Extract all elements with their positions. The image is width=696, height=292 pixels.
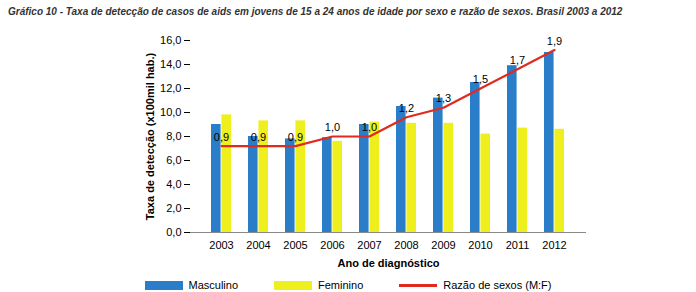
svg-text:12,0: 12,0 (160, 82, 181, 94)
svg-text:2006: 2006 (320, 239, 344, 251)
svg-text:1,2: 1,2 (399, 102, 414, 114)
svg-text:2005: 2005 (283, 239, 307, 251)
svg-text:1,5: 1,5 (473, 73, 488, 85)
svg-text:4,0: 4,0 (166, 178, 181, 190)
svg-text:2011: 2011 (506, 239, 530, 251)
svg-text:0,9: 0,9 (251, 131, 266, 143)
svg-text:2008: 2008 (394, 239, 418, 251)
svg-text:Ano de diagnóstico: Ano de diagnóstico (337, 257, 439, 269)
svg-text:8,0: 8,0 (166, 130, 181, 142)
svg-text:1,3: 1,3 (436, 92, 451, 104)
svg-text:10,0: 10,0 (160, 106, 181, 118)
svg-text:2012: 2012 (542, 239, 566, 251)
svg-text:14,0: 14,0 (160, 58, 181, 70)
svg-text:16,0: 16,0 (160, 34, 181, 46)
svg-text:1,0: 1,0 (362, 121, 377, 133)
svg-text:1,9: 1,9 (547, 35, 562, 47)
svg-text:2007: 2007 (357, 239, 381, 251)
svg-text:6,0: 6,0 (166, 154, 181, 166)
svg-text:0,9: 0,9 (288, 131, 303, 143)
html-text:Razão de sexos (M:F): Razão de sexos (M:F) (443, 279, 552, 291)
svg-text:2003: 2003 (209, 239, 233, 251)
svg-text:1,7: 1,7 (510, 54, 525, 66)
svg-text:2009: 2009 (431, 239, 455, 251)
html-text:Feminino: Feminino (318, 279, 364, 291)
html-text:Masculino: Masculino (188, 279, 238, 291)
svg-text:2004: 2004 (246, 239, 270, 251)
svg-text:Taxa de detecção (x100mil hab.: Taxa de detecção (x100mil hab.) (144, 53, 156, 221)
html-text:Gráfico 10 - Taxa de detecção: Gráfico 10 - Taxa de detecção de casos d… (8, 6, 623, 17)
svg-text:2010: 2010 (468, 239, 492, 251)
svg-text:0,0: 0,0 (166, 226, 181, 238)
svg-text:1,0: 1,0 (325, 121, 340, 133)
svg-text:0,9: 0,9 (214, 131, 229, 143)
svg-text:2,0: 2,0 (166, 202, 181, 214)
